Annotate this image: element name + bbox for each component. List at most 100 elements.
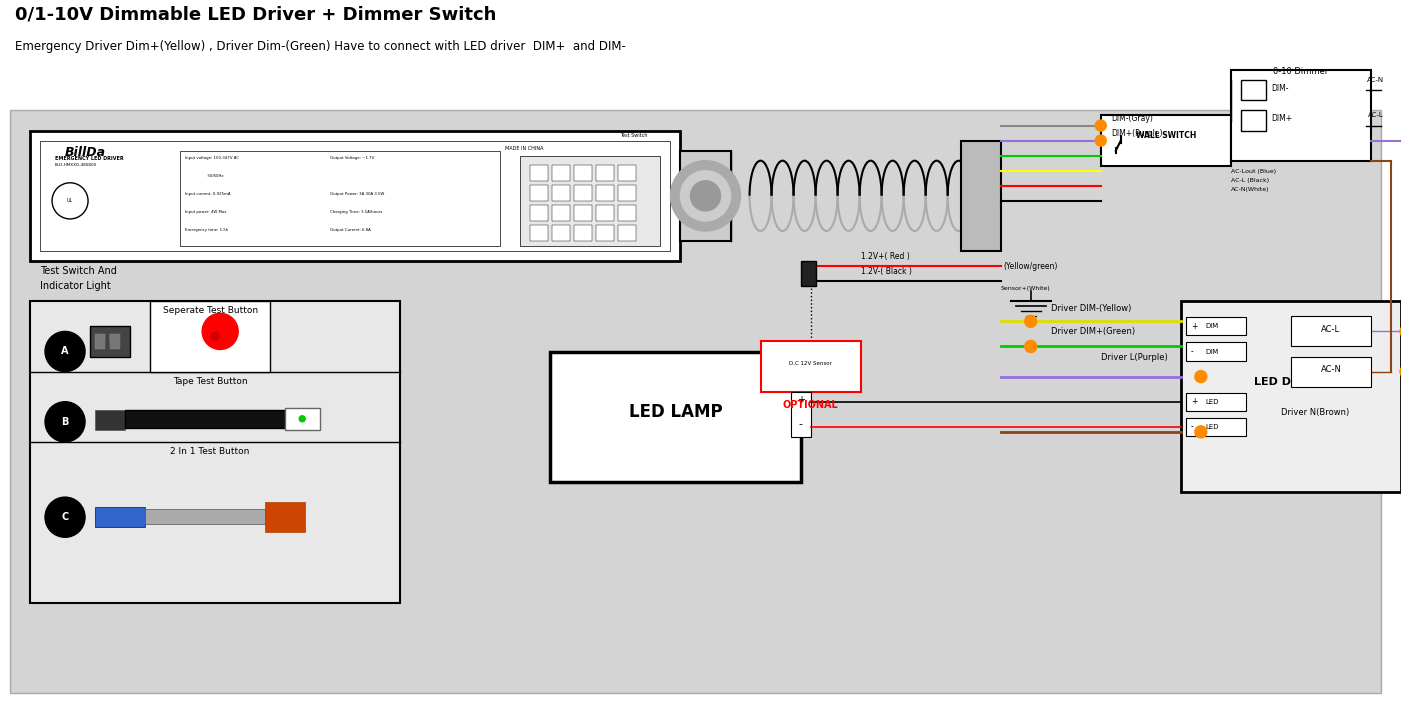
FancyBboxPatch shape <box>520 155 660 246</box>
Text: (Yellow/green): (Yellow/green) <box>1003 262 1058 271</box>
Text: Input current: 0.925mA: Input current: 0.925mA <box>185 192 231 196</box>
Text: BillDa: BillDa <box>64 146 106 159</box>
FancyBboxPatch shape <box>1241 80 1267 101</box>
FancyBboxPatch shape <box>681 150 730 241</box>
FancyBboxPatch shape <box>618 165 636 181</box>
FancyBboxPatch shape <box>574 165 593 181</box>
FancyBboxPatch shape <box>1290 356 1372 387</box>
Text: Output Voltage: ~1.7V: Output Voltage: ~1.7V <box>331 155 374 160</box>
FancyBboxPatch shape <box>552 165 570 181</box>
FancyBboxPatch shape <box>1185 342 1245 361</box>
FancyBboxPatch shape <box>531 225 548 241</box>
Text: +: + <box>1191 397 1198 406</box>
Text: Test Switch And: Test Switch And <box>41 266 116 276</box>
Text: DIM+: DIM+ <box>1271 114 1292 123</box>
FancyBboxPatch shape <box>597 185 615 201</box>
FancyBboxPatch shape <box>761 342 860 392</box>
FancyBboxPatch shape <box>552 225 570 241</box>
Text: -: - <box>1191 423 1194 432</box>
FancyBboxPatch shape <box>29 131 681 261</box>
Text: UL: UL <box>67 198 73 203</box>
FancyBboxPatch shape <box>1290 316 1372 347</box>
Text: Seperate Test Button: Seperate Test Button <box>163 307 258 316</box>
Text: OPTIONAL: OPTIONAL <box>783 400 838 410</box>
Text: Input voltage: 100-347V AC: Input voltage: 100-347V AC <box>185 155 240 160</box>
FancyBboxPatch shape <box>1181 302 1401 492</box>
FancyBboxPatch shape <box>618 185 636 201</box>
FancyBboxPatch shape <box>286 408 321 430</box>
FancyBboxPatch shape <box>597 165 615 181</box>
Text: Sensor+(White): Sensor+(White) <box>1000 286 1051 291</box>
Circle shape <box>45 331 85 372</box>
Text: Driver N(Brown): Driver N(Brown) <box>1281 408 1349 417</box>
Text: A: A <box>62 347 69 356</box>
Circle shape <box>1024 316 1037 328</box>
Text: Test Switch: Test Switch <box>621 133 647 138</box>
Text: Indicator Light: Indicator Light <box>41 281 111 291</box>
Text: Driver DIM-(Yellow): Driver DIM-(Yellow) <box>1051 304 1131 314</box>
Text: +: + <box>797 394 804 405</box>
Text: DIM-(Gray): DIM-(Gray) <box>1111 113 1153 122</box>
Text: -: - <box>799 419 803 429</box>
Text: +: + <box>1191 322 1198 331</box>
FancyBboxPatch shape <box>1231 70 1372 161</box>
FancyBboxPatch shape <box>618 225 636 241</box>
Text: DIM: DIM <box>1206 349 1219 354</box>
Text: Output Current: 6.8A: Output Current: 6.8A <box>331 228 371 232</box>
Text: AC-Lout (Blue): AC-Lout (Blue) <box>1231 169 1276 174</box>
FancyBboxPatch shape <box>29 302 401 602</box>
FancyBboxPatch shape <box>111 335 120 349</box>
Text: LED DRIVER: LED DRIVER <box>1254 377 1328 387</box>
FancyBboxPatch shape <box>574 185 593 201</box>
FancyBboxPatch shape <box>1185 418 1245 436</box>
FancyBboxPatch shape <box>597 205 615 221</box>
Circle shape <box>671 161 741 231</box>
Circle shape <box>45 401 85 442</box>
FancyBboxPatch shape <box>574 225 593 241</box>
FancyBboxPatch shape <box>1241 110 1267 131</box>
Circle shape <box>202 314 238 349</box>
Circle shape <box>1096 135 1107 146</box>
FancyBboxPatch shape <box>800 261 815 286</box>
Text: Driver L(Purple): Driver L(Purple) <box>1101 352 1167 361</box>
FancyBboxPatch shape <box>574 205 593 221</box>
Circle shape <box>300 415 305 422</box>
Circle shape <box>1096 120 1107 131</box>
FancyBboxPatch shape <box>618 205 636 221</box>
Text: Driver DIM+(Green): Driver DIM+(Green) <box>1051 328 1135 337</box>
Text: C: C <box>62 512 69 522</box>
FancyBboxPatch shape <box>41 141 671 251</box>
Circle shape <box>212 333 219 340</box>
FancyBboxPatch shape <box>95 410 125 430</box>
Text: 50/60Hz: 50/60Hz <box>185 174 224 178</box>
Text: AC-N(White): AC-N(White) <box>1231 187 1269 192</box>
Text: i: i <box>108 335 112 344</box>
FancyBboxPatch shape <box>552 205 570 221</box>
Text: DIM-: DIM- <box>1271 84 1289 93</box>
Text: Charging Time: 3.5A/hours: Charging Time: 3.5A/hours <box>331 210 382 214</box>
FancyBboxPatch shape <box>790 392 811 437</box>
Text: 1.2V+( Red ): 1.2V+( Red ) <box>860 252 909 261</box>
FancyBboxPatch shape <box>552 185 570 201</box>
Circle shape <box>681 171 730 221</box>
Text: DIM+(Purple): DIM+(Purple) <box>1111 129 1163 138</box>
FancyBboxPatch shape <box>1185 317 1245 335</box>
FancyBboxPatch shape <box>1185 393 1245 411</box>
FancyBboxPatch shape <box>597 225 615 241</box>
Text: 0-10 Dimmer: 0-10 Dimmer <box>1274 67 1328 77</box>
Circle shape <box>691 181 720 211</box>
Text: Emergency time: 1.5h: Emergency time: 1.5h <box>185 228 228 232</box>
FancyBboxPatch shape <box>90 326 130 356</box>
Text: Input power: 4W Max: Input power: 4W Max <box>185 210 227 214</box>
FancyBboxPatch shape <box>95 335 105 349</box>
Text: AC-L (Black): AC-L (Black) <box>1231 178 1269 183</box>
Text: Output Power: 3A 30A 3.5W: Output Power: 3A 30A 3.5W <box>331 192 385 196</box>
FancyBboxPatch shape <box>531 205 548 221</box>
FancyBboxPatch shape <box>531 165 548 181</box>
Text: DIM: DIM <box>1206 323 1219 330</box>
Circle shape <box>45 497 85 537</box>
Text: LED LAMP: LED LAMP <box>629 403 723 421</box>
Text: Emergency Driver Dim+(Yellow) , Driver Dim-(Green) Have to connect with LED driv: Emergency Driver Dim+(Yellow) , Driver D… <box>15 40 626 53</box>
Text: EMERGENCY LED DRIVER: EMERGENCY LED DRIVER <box>55 155 123 161</box>
Circle shape <box>1024 340 1037 352</box>
